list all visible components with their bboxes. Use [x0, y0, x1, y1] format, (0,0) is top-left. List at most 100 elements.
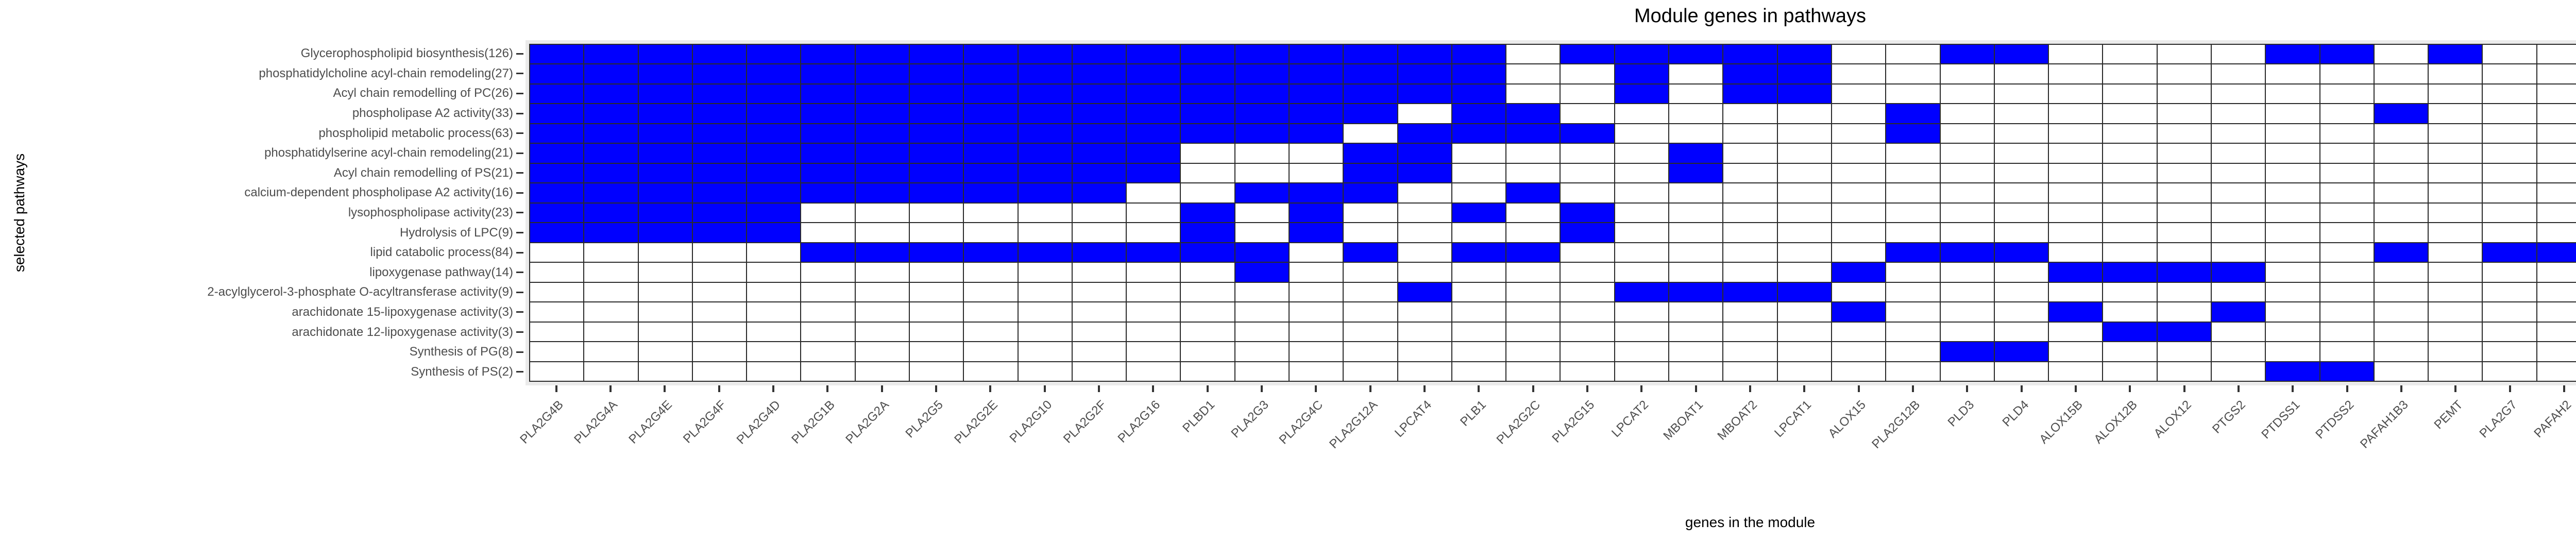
heatmap-cell [1886, 282, 1940, 302]
heatmap-cell [2374, 84, 2428, 104]
heatmap-cell [1615, 183, 1669, 202]
heatmap-cell [2429, 322, 2482, 342]
x-axis-label: PLD3 [1945, 398, 1977, 430]
heatmap-cell [747, 84, 801, 104]
heatmap-cell [1940, 282, 1994, 302]
heatmap-cell [1344, 104, 1397, 123]
heatmap-cell [1181, 342, 1234, 361]
x-axis-tick [638, 385, 692, 394]
heatmap-cell [801, 84, 855, 104]
y-axis-tick [516, 203, 523, 223]
heatmap-cell [1452, 124, 1506, 143]
heatmap-cell [2320, 243, 2374, 262]
heatmap-cell [1290, 322, 1343, 342]
heatmap-cell [2320, 302, 2374, 322]
heatmap-cell [2103, 322, 2157, 342]
heatmap-cell [1723, 124, 1777, 143]
x-axis-tick [1832, 385, 1886, 394]
heatmap-cell [1777, 45, 1831, 64]
heatmap-cell [2537, 124, 2576, 143]
heatmap-cell [1398, 84, 1451, 104]
heatmap-cell [1777, 163, 1831, 183]
heatmap-cell [2157, 362, 2211, 381]
heatmap-cell [1398, 243, 1451, 262]
heatmap-cell [2320, 45, 2374, 64]
x-axis-tick [2048, 385, 2103, 394]
x-axis-tick [2320, 385, 2374, 394]
heatmap-cell [2483, 84, 2536, 104]
x-axis-tick [1994, 385, 2048, 394]
heatmap-cell [1072, 263, 1126, 282]
heatmap-cell [1398, 203, 1451, 223]
heatmap-cell [1018, 223, 1072, 242]
heatmap-cell [1669, 84, 1723, 104]
heatmap-cell [1072, 104, 1126, 123]
heatmap-cell [910, 84, 963, 104]
heatmap-cell [2429, 243, 2482, 262]
x-axis-label: LPCAT1 [1772, 398, 1815, 440]
heatmap-cell [2049, 124, 2103, 143]
heatmap-cell [2320, 223, 2374, 242]
heatmap-cell [1018, 302, 1072, 322]
heatmap-cell [1886, 322, 1940, 342]
heatmap-cell [747, 362, 801, 381]
heatmap-cell [692, 144, 747, 163]
heatmap-cell [2049, 263, 2103, 282]
heatmap-cell [964, 362, 1018, 381]
heatmap-cell [964, 243, 1018, 262]
heatmap-cell [1072, 203, 1126, 223]
heatmap-cell [1994, 144, 2048, 163]
heatmap-cell [855, 144, 909, 163]
heatmap-cell [747, 64, 801, 83]
heatmap-cell [747, 263, 801, 282]
heatmap-cell [2537, 243, 2576, 262]
heatmap-cell [1886, 64, 1940, 83]
heatmap-cell [1127, 263, 1180, 282]
heatmap-cell [1398, 183, 1451, 202]
x-axis-label: PLA2G5 [903, 398, 946, 441]
heatmap-cell [801, 163, 855, 183]
heatmap-cell [1181, 183, 1234, 202]
y-axis-tick [516, 282, 523, 302]
heatmap-cell [2049, 45, 2103, 64]
heatmap-cell [1832, 124, 1886, 143]
y-axis-label: Glycerophospholipid biosynthesis(126) [300, 46, 513, 61]
heatmap-cell [1506, 45, 1560, 64]
heatmap-cell [584, 144, 638, 163]
heatmap-cell [1994, 362, 2048, 381]
heatmap-cell [2537, 223, 2576, 242]
heatmap-cell [1506, 342, 1560, 361]
heatmap-cell [2483, 124, 2536, 143]
heatmap-cell [964, 84, 1018, 104]
heatmap-cell [747, 223, 801, 242]
heatmap-cell [747, 342, 801, 361]
heatmap-cell [1344, 362, 1397, 381]
heatmap-panel [526, 40, 2576, 385]
heatmap-cell [692, 203, 747, 223]
heatmap-cell [1181, 322, 1234, 342]
heatmap-cell [2374, 104, 2428, 123]
heatmap-cell [2049, 104, 2103, 123]
heatmap-cell [1452, 203, 1506, 223]
heatmap-cell [1940, 163, 1994, 183]
y-axis-label: Acyl chain remodelling of PC(26) [333, 86, 514, 100]
heatmap-cell [2266, 342, 2319, 361]
heatmap-cell [1290, 104, 1343, 123]
heatmap-cell [1344, 64, 1397, 83]
heatmap-cell [2374, 163, 2428, 183]
heatmap-cell [964, 64, 1018, 83]
x-axis-tick [1723, 385, 1777, 394]
heatmap-cell [1994, 263, 2048, 282]
heatmap-cell [1615, 302, 1669, 322]
heatmap-cell [1940, 342, 1994, 361]
heatmap-cell [855, 203, 909, 223]
heatmap-cell [1615, 342, 1669, 361]
heatmap-cell [1344, 243, 1397, 262]
heatmap-cell [1506, 302, 1560, 322]
heatmap-cell [1072, 64, 1126, 83]
heatmap-cell [1235, 163, 1289, 183]
heatmap-cell [2103, 144, 2157, 163]
heatmap-cell [2103, 282, 2157, 302]
heatmap-cell [530, 144, 584, 163]
y-axis-label: 2-acylglycerol-3-phosphate O-acyltransfe… [207, 285, 513, 299]
